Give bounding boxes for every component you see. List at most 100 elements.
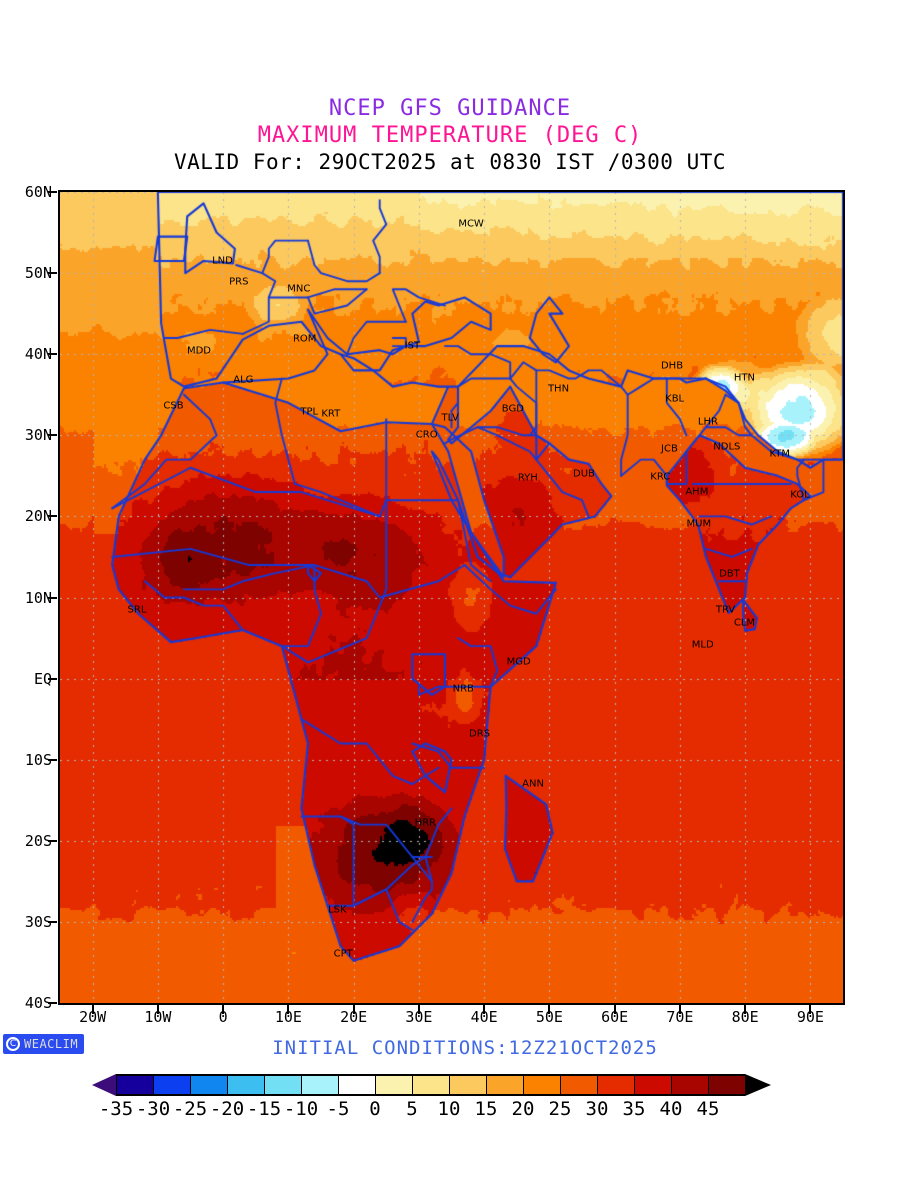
latitude-tick-label: 40N — [24, 345, 52, 364]
city-label-krc: KRC — [650, 471, 671, 483]
weaclim-logo[interactable]: C WEACLIM — [3, 1034, 85, 1054]
colorbar-tick-label: 40 — [659, 1098, 683, 1120]
city-label-alg: ALG — [233, 374, 254, 386]
page-title-variable: MAXIMUM TEMPERATURE (DEG C) — [257, 122, 643, 148]
colorbar-swatch — [634, 1074, 671, 1096]
city-label-trv: TRV — [715, 604, 736, 616]
latitude-tick-mark — [48, 272, 57, 275]
copyright-circle-icon: C — [6, 1037, 20, 1051]
city-label-dbt: DBT — [719, 568, 740, 580]
colorbar-tick-label: -10 — [283, 1098, 319, 1120]
latitude-tick-mark — [48, 758, 57, 761]
latitude-tick-label: 20N — [24, 507, 52, 526]
colorbar-swatch — [671, 1074, 708, 1096]
colorbar-tick-label: -35 — [98, 1098, 134, 1120]
city-label-mdd: MDD — [186, 345, 211, 357]
colorbar-swatch — [116, 1074, 153, 1096]
longitude-tick-label: 0 — [218, 1008, 228, 1026]
latitude-tick-mark — [48, 1002, 57, 1004]
longitude-tick-label: 40E — [470, 1008, 498, 1026]
longitude-tick-mark — [417, 1005, 420, 1014]
colorbar-tick-label: -20 — [209, 1098, 245, 1120]
colorbar-tick-label: 10 — [437, 1098, 461, 1120]
latitude-tick-label: 10S — [24, 750, 52, 769]
city-label-dhb: DHB — [660, 360, 684, 372]
colorbar-swatch — [708, 1074, 745, 1096]
city-label-mld: MLD — [691, 639, 714, 651]
colorbar-swatch — [338, 1074, 375, 1096]
latitude-tick-mark — [48, 434, 57, 437]
page-title-agency: NCEP GFS GUIDANCE — [328, 96, 572, 121]
city-label-cro: CRO — [415, 429, 438, 441]
longitude-tick-label: 20W — [79, 1008, 107, 1026]
colorbar-tick-label: -30 — [135, 1098, 171, 1120]
city-label-tlv: TLV — [441, 412, 459, 424]
colorbar-tick-label: 30 — [585, 1098, 609, 1120]
latitude-tick-mark — [48, 677, 57, 680]
map-plot-area[interactable]: MCW LND PRS MNC ROM IST MDD ALG CSB TPL KRT TLV CRO B… — [58, 190, 845, 1005]
chart-title-block: NCEP GFS GUIDANCE MAXIMUM TEMPERATURE (D… — [0, 96, 900, 175]
colorbar-swatch — [523, 1074, 560, 1096]
city-label-mcw: MCW — [458, 218, 484, 230]
colorbar-swatch — [560, 1074, 597, 1096]
longitude-tick-mark — [287, 1005, 290, 1014]
longitude-tick-label: 60E — [601, 1008, 629, 1026]
city-label-ndls: NDLS — [713, 441, 741, 453]
city-label-htn: HTN — [733, 372, 756, 384]
colorbar-swatch — [153, 1074, 190, 1096]
colorbar-swatch — [412, 1074, 449, 1096]
city-label-thn: THN — [547, 383, 570, 395]
city-label-ryh: RYH — [517, 472, 538, 484]
longitude-tick-label: 20E — [340, 1008, 368, 1026]
latitude-tick-mark — [48, 596, 57, 599]
longitude-tick-label: 70E — [666, 1008, 694, 1026]
city-label-cpt: CPT — [333, 948, 353, 960]
city-label-srl: SRL — [127, 604, 147, 616]
weaclim-logo-label: WEACLIM — [24, 1037, 79, 1051]
city-label-ist: IST — [404, 340, 421, 352]
city-label-mum: MUM — [686, 518, 712, 530]
city-label-hrr: HRR — [414, 817, 437, 829]
city-label-jcb: JCB — [661, 443, 678, 455]
latitude-tick-label: 60N — [24, 183, 52, 201]
longitude-tick-mark — [678, 1005, 681, 1014]
longitude-tick-mark — [809, 1005, 812, 1014]
city-label-kol: KOL — [790, 489, 810, 501]
longitude-tick-label: 10E — [274, 1008, 302, 1026]
longitude-tick-mark — [156, 1005, 159, 1014]
colorbar-over-arrow — [745, 1074, 771, 1096]
colorbar[interactable]: -35 -30 -25 -20 -15 -10 -5 0 5 10 15 20 25 30 35 40 45 — [0, 1074, 900, 1134]
longitude-tick-mark — [483, 1005, 486, 1014]
colorbar-swatch — [449, 1074, 486, 1096]
longitude-tick-mark — [548, 1005, 551, 1014]
colorbar-tick-label: -5 — [326, 1098, 350, 1120]
city-label-clm: CLM — [733, 617, 756, 629]
city-label-dub: DUB — [573, 468, 595, 480]
colorbar-tick-label: 0 — [369, 1098, 381, 1120]
city-label-bgd: BGD — [501, 403, 524, 415]
city-label-rom: ROM — [292, 333, 317, 345]
longitude-tick-label: 10W — [144, 1008, 172, 1026]
city-label-krt: KRT — [321, 408, 341, 420]
city-label-kbl: KBL — [665, 393, 685, 405]
colorbar-tick-label: -15 — [246, 1098, 282, 1120]
latitude-tick-label: 30S — [24, 912, 52, 931]
city-label-csb: CSB — [163, 400, 184, 412]
longitude-tick-mark — [352, 1005, 355, 1014]
latitude-tick-label: 40S — [24, 994, 52, 1012]
initial-conditions-label: INITIAL CONDITIONS:12Z21OCT2025 — [272, 1037, 658, 1059]
latitude-tick-mark — [48, 515, 57, 518]
city-label-ahm: AHM — [685, 486, 709, 498]
city-label-lnd: LND — [212, 255, 233, 267]
colorbar-under-arrow — [92, 1074, 116, 1096]
latitude-tick-label: 10N — [24, 588, 52, 607]
colorbar-tick-label: 25 — [548, 1098, 572, 1120]
city-label-prs: PRS — [229, 276, 249, 288]
page-title-valid-time: VALID For: 29OCT2025 at 0830 IST /0300 U… — [173, 149, 726, 174]
colorbar-swatch — [375, 1074, 412, 1096]
longitude-tick-mark — [91, 1005, 94, 1014]
city-label-ktm: KTM — [769, 448, 790, 460]
colorbar-tick-label: 45 — [696, 1098, 720, 1120]
city-label-tpl: TPL — [300, 406, 319, 418]
colorbar-swatches — [92, 1074, 771, 1096]
